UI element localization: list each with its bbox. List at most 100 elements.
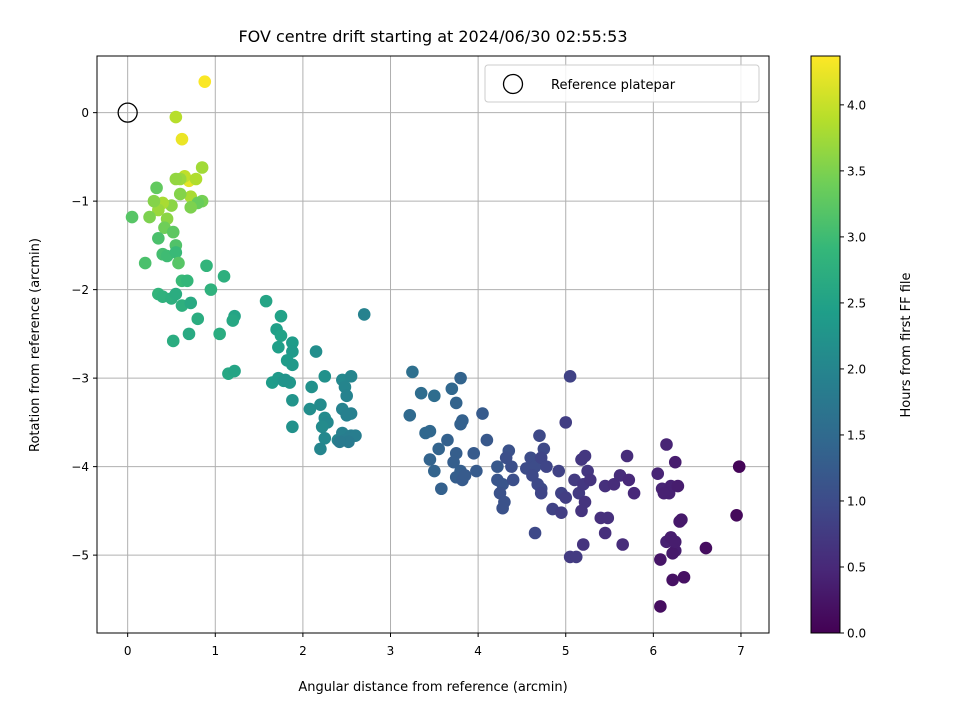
data-point bbox=[505, 460, 518, 473]
y-tick-label: −4 bbox=[71, 460, 89, 474]
data-point bbox=[668, 535, 682, 549]
data-point bbox=[180, 274, 194, 288]
data-point bbox=[340, 408, 354, 422]
x-tick-label: 6 bbox=[650, 644, 658, 658]
data-point bbox=[480, 433, 494, 447]
reference-marker bbox=[117, 102, 138, 123]
colorbar-tick-label: 1.0 bbox=[847, 494, 866, 508]
data-point bbox=[344, 370, 358, 383]
x-tick-label: 7 bbox=[737, 644, 745, 658]
data-point bbox=[651, 467, 665, 481]
x-tick-label: 4 bbox=[474, 644, 482, 658]
data-point bbox=[555, 506, 568, 519]
y-tick-label: −5 bbox=[71, 549, 89, 563]
data-point bbox=[406, 365, 419, 379]
colorbar-tick-label: 3.5 bbox=[847, 164, 866, 178]
data-point bbox=[191, 312, 205, 326]
data-point bbox=[732, 460, 746, 473]
data-point bbox=[200, 259, 213, 273]
data-point bbox=[169, 287, 183, 301]
data-point bbox=[143, 210, 156, 224]
data-point bbox=[286, 336, 299, 350]
data-point bbox=[441, 433, 454, 447]
data-point bbox=[175, 132, 189, 146]
data-point bbox=[533, 429, 546, 442]
legend-box bbox=[484, 64, 760, 103]
data-point bbox=[435, 482, 448, 496]
data-point bbox=[342, 435, 355, 449]
data-point bbox=[671, 479, 685, 493]
data-point bbox=[454, 371, 467, 385]
data-point bbox=[569, 550, 583, 564]
colorbar-ticks: 0.0 0.5 1.0 1.5 2.0 2.5 3.0 3.5 4.0 bbox=[840, 98, 866, 641]
data-point bbox=[423, 424, 437, 438]
data-point bbox=[172, 256, 185, 270]
colorbar-tick-label: 4.0 bbox=[847, 98, 866, 112]
data-point bbox=[668, 455, 682, 469]
x-tick-label: 5 bbox=[562, 644, 570, 658]
data-point bbox=[559, 491, 573, 504]
data-point bbox=[445, 382, 459, 396]
data-point bbox=[226, 314, 240, 327]
data-point bbox=[552, 464, 566, 478]
data-point bbox=[563, 370, 577, 383]
y-tick-label: −3 bbox=[71, 372, 89, 386]
data-point bbox=[184, 201, 198, 214]
data-point bbox=[315, 420, 329, 434]
data-point bbox=[654, 600, 667, 613]
data-point bbox=[540, 460, 553, 473]
data-point bbox=[169, 246, 183, 259]
colorbar-tick-label: 0.5 bbox=[847, 560, 866, 574]
data-point bbox=[305, 380, 318, 394]
data-point bbox=[559, 416, 573, 429]
data-point bbox=[184, 296, 198, 310]
data-point bbox=[447, 455, 460, 469]
data-point bbox=[496, 501, 509, 515]
data-point bbox=[601, 511, 615, 525]
data-point bbox=[660, 438, 673, 451]
colorbar-label: Hours from first FF file bbox=[899, 272, 914, 417]
data-point bbox=[458, 469, 472, 482]
data-point bbox=[456, 414, 469, 427]
data-point bbox=[213, 327, 226, 341]
data-point bbox=[403, 408, 417, 422]
plot-frame bbox=[96, 55, 770, 634]
data-point bbox=[173, 187, 187, 201]
data-point bbox=[357, 308, 371, 321]
data-point bbox=[198, 75, 212, 88]
data-point bbox=[309, 345, 323, 358]
data-point bbox=[428, 464, 441, 478]
data-point bbox=[169, 110, 183, 124]
data-point bbox=[340, 389, 354, 403]
data-point bbox=[318, 432, 332, 445]
data-point bbox=[730, 508, 743, 522]
x-tick-label: 0 bbox=[124, 644, 132, 658]
data-point bbox=[675, 513, 688, 527]
x-tick-label: 2 bbox=[299, 644, 307, 658]
data-point bbox=[152, 232, 165, 245]
data-point bbox=[125, 210, 139, 224]
data-point bbox=[150, 181, 163, 195]
colorbar-tick-label: 3.0 bbox=[847, 230, 866, 244]
data-point bbox=[286, 420, 299, 434]
data-point bbox=[699, 541, 713, 555]
colorbar-tick-label: 2.5 bbox=[847, 296, 866, 310]
data-point bbox=[414, 386, 428, 400]
data-point bbox=[138, 256, 152, 270]
data-point bbox=[528, 526, 542, 540]
legend: Reference platepar bbox=[484, 64, 760, 103]
data-point bbox=[204, 283, 218, 296]
data-point bbox=[467, 447, 481, 460]
data-point bbox=[195, 161, 209, 174]
data-point bbox=[575, 504, 588, 518]
data-point bbox=[182, 327, 196, 341]
data-point bbox=[303, 402, 317, 416]
y-tick-label: −1 bbox=[71, 195, 89, 209]
y-axis-label: Rotation from reference (arcmin) bbox=[28, 238, 43, 452]
data-point bbox=[166, 334, 180, 348]
data-point bbox=[491, 460, 504, 473]
data-point bbox=[476, 407, 489, 420]
data-point bbox=[576, 538, 590, 551]
data-point bbox=[147, 194, 161, 208]
